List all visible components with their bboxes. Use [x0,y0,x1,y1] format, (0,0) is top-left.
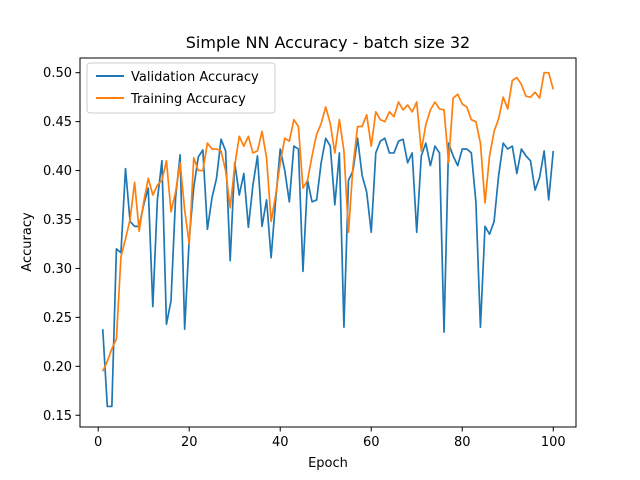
axes-frame [79,57,577,428]
y-tick-label: 0.40 [43,164,72,179]
legend-label-validation: Validation Accuracy [131,70,259,85]
y-axis-ticks: 0.15 0.20 0.25 0.30 0.35 0.40 0.45 0.50 [43,66,80,424]
y-tick-label: 0.20 [43,360,72,375]
x-tick-label: 80 [454,435,471,450]
y-tick-label: 0.25 [43,311,72,326]
x-tick-label: 60 [363,435,380,450]
x-tick-label: 0 [94,435,102,450]
chart-title: Simple NN Accuracy - batch size 32 [186,33,470,52]
x-tick-label: 40 [272,435,289,450]
y-tick-label: 0.30 [43,262,72,277]
y-tick-label: 0.45 [43,115,72,130]
legend-label-training: Training Accuracy [130,92,246,107]
y-axis-label: Accuracy [20,212,35,272]
y-tick-label: 0.35 [43,213,72,228]
legend: Validation Accuracy Training Accuracy [86,62,276,114]
x-axis-label: Epoch [308,456,348,471]
x-axis-ticks: 0 20 40 60 80 100 [94,427,566,450]
x-tick-label: 20 [181,435,198,450]
y-tick-label: 0.15 [43,409,72,424]
plot-lines [101,71,555,408]
legend-box [86,62,276,114]
series-line-training [101,71,555,372]
y-tick-label: 0.50 [43,66,72,81]
x-tick-label: 100 [541,435,566,450]
